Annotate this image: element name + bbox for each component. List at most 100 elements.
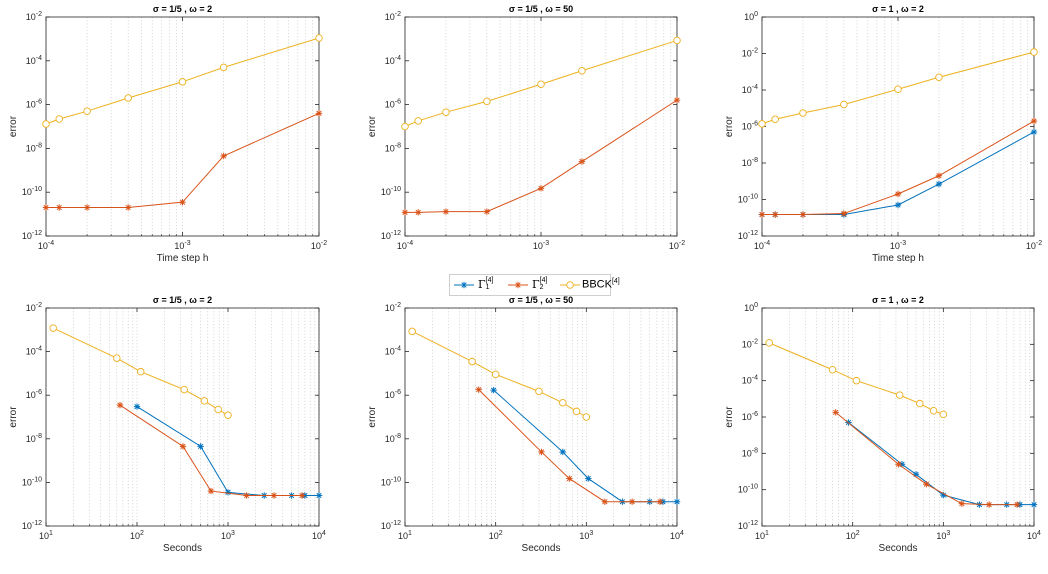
chart-title: σ = 1/5 , ω = 50	[509, 295, 573, 305]
data-point-gamma2	[1030, 117, 1038, 125]
x-tick-label: 103	[936, 530, 950, 541]
series-bbck	[765, 339, 948, 419]
x-tick-label: 103	[221, 530, 235, 541]
legend-label-gamma2-sub: 2	[539, 284, 544, 292]
data-point-bbck	[224, 411, 232, 420]
data-point-gamma2	[628, 498, 636, 505]
data-point-gamma2	[207, 487, 215, 495]
data-point-bbck	[200, 397, 209, 405]
y-tick-label: 10-4	[26, 346, 42, 357]
y-axis-label: error	[367, 406, 378, 428]
legend-label-gamma2-sup: [4]	[539, 277, 548, 285]
plot-area	[46, 308, 319, 526]
y-tick-label: 10-12	[738, 230, 758, 241]
data-point-gamma1	[133, 403, 141, 410]
legend-symbol-gamma2	[514, 281, 522, 289]
x-tick-label: 101	[398, 530, 412, 541]
y-tick-label: 10-12	[381, 230, 401, 241]
data-point-gamma2	[832, 409, 839, 416]
y-tick-label: 10-8	[385, 433, 401, 444]
data-point-bbck	[83, 107, 91, 115]
data-point-gamma2	[894, 190, 902, 198]
data-point-gamma2	[1013, 501, 1021, 508]
data-point-gamma1	[585, 475, 592, 482]
data-point-gamma2	[758, 211, 766, 218]
data-point-bbck	[42, 120, 50, 128]
y-tick-label: 10-2	[26, 11, 42, 22]
data-point-bbck	[401, 122, 409, 131]
data-point-gamma1	[1030, 128, 1038, 136]
y-tick-label: 10-12	[738, 520, 758, 531]
y-tick-label: 10-2	[385, 302, 401, 313]
legend-label-gamma2-base: Γ	[532, 278, 540, 291]
chart-title: σ = 1 , ω = 2	[872, 4, 924, 14]
y-tick-label: 100	[744, 11, 758, 22]
data-point-bbck	[929, 407, 938, 415]
x-tick-label: 104	[312, 530, 326, 541]
y-tick-label: 10-4	[385, 55, 401, 66]
data-point-bbck	[758, 120, 766, 128]
data-point-gamma1	[197, 443, 204, 450]
series-line-gamma2	[835, 411, 1018, 506]
data-point-gamma2	[923, 480, 930, 488]
legend-symbol-gamma1	[460, 281, 468, 289]
data-point-gamma2	[771, 211, 779, 218]
data-point-bbck	[113, 354, 121, 362]
x-tick-label: 10-4	[397, 240, 413, 251]
series-bbck	[49, 324, 232, 420]
data-point-bbck	[219, 63, 228, 72]
data-point-bbck	[578, 67, 586, 75]
y-tick-label: 10-12	[22, 230, 42, 241]
x-axis-label: Time step h	[157, 253, 209, 264]
chart-title: σ = 1/5 , ω = 2	[153, 4, 212, 14]
data-point-gamma2	[566, 475, 573, 482]
data-point-bbck	[559, 399, 567, 407]
data-point-bbck	[894, 85, 902, 93]
y-tick-label: 10-10	[738, 194, 758, 205]
x-tick-label: 10-4	[754, 240, 770, 251]
chart-6: 101 102 103 104 10-12 10-10 10-8 10-6 10-4 10-2 10…	[724, 295, 1041, 554]
axes-box	[404, 307, 678, 527]
plot-area	[405, 308, 677, 526]
y-tick-label: 10-10	[381, 186, 401, 197]
data-point-gamma2	[243, 492, 250, 499]
x-tick-label: 104	[1027, 530, 1041, 541]
y-tick-label: 10-6	[742, 411, 758, 422]
x-tick-label: 10-3	[890, 240, 906, 251]
data-point-bbck	[765, 339, 773, 347]
legend-label-bbck-sup: [4]	[611, 278, 620, 285]
data-point-gamma2	[656, 498, 664, 505]
series-gamma2	[475, 386, 664, 505]
data-point-gamma2	[116, 401, 124, 409]
data-point-bbck	[852, 376, 861, 385]
legend-label-gamma1-sub: 1	[485, 284, 490, 292]
data-point-bbck	[180, 385, 188, 394]
data-point-gamma1	[935, 180, 943, 188]
data-point-gamma2	[475, 386, 482, 393]
series-gamma2	[832, 409, 1021, 508]
y-tick-label: 10-2	[742, 338, 758, 349]
chart-title: σ = 1/5 , ω = 50	[509, 4, 573, 14]
data-point-gamma2	[601, 498, 609, 505]
data-point-bbck	[491, 370, 500, 379]
series-bbck	[408, 327, 591, 421]
data-point-gamma2	[958, 500, 966, 507]
y-tick-label: 10-12	[381, 520, 401, 531]
x-tick-label: 103	[579, 530, 593, 541]
x-axis-label: Seconds	[163, 543, 202, 554]
data-point-bbck	[55, 115, 63, 123]
data-point-gamma1	[315, 492, 323, 499]
data-point-bbck	[483, 97, 491, 106]
y-tick-label: 10-8	[26, 433, 42, 444]
series-bbck	[758, 48, 1038, 128]
data-point-bbck	[895, 391, 904, 399]
y-tick-label: 10-8	[742, 447, 758, 458]
data-point-gamma2	[840, 210, 848, 217]
data-point-bbck	[572, 407, 581, 416]
chart-title: σ = 1 , ω = 2	[872, 295, 924, 305]
series-bbck	[42, 34, 323, 128]
legend-marker-bbck	[560, 281, 580, 289]
y-tick-label: 10-8	[26, 142, 42, 153]
data-point-bbck	[582, 413, 591, 421]
data-point-gamma2	[799, 211, 807, 218]
